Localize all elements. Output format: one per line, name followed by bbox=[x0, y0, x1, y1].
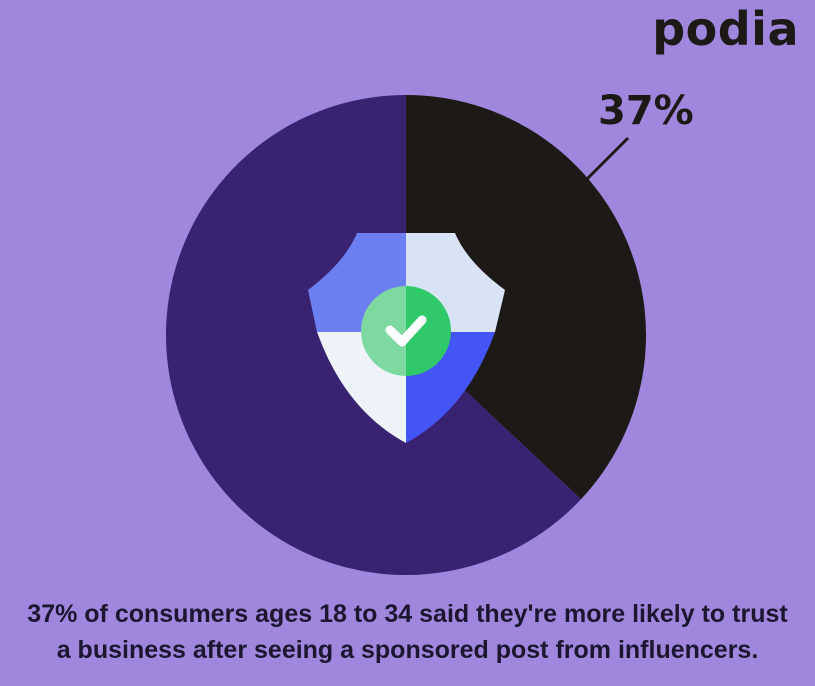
check-circle-left bbox=[361, 286, 406, 376]
shield-check-icon bbox=[308, 233, 505, 443]
check-circle-right bbox=[406, 286, 451, 376]
checkmark bbox=[385, 315, 427, 347]
pie-slice-0 bbox=[406, 95, 646, 500]
podia-logo: podia bbox=[652, 2, 799, 56]
caption-line-1: 37% of consumers ages 18 to 34 said they… bbox=[27, 600, 788, 628]
percent-label: 37% bbox=[598, 88, 694, 134]
caption: 37% of consumers ages 18 to 34 said they… bbox=[0, 596, 815, 668]
label-leader-line bbox=[584, 136, 630, 182]
caption-line-2: a business after seeing a sponsored post… bbox=[56, 636, 759, 664]
